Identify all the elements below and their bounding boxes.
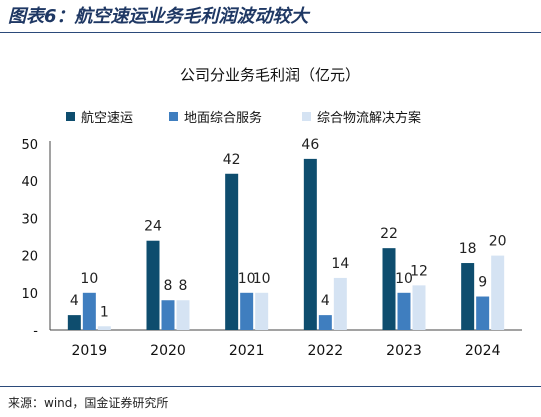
title-divider: [0, 32, 541, 33]
bar: [318, 315, 332, 330]
source-divider: [0, 386, 541, 387]
bar-value-label: 12: [410, 263, 428, 279]
bar-value-label: 22: [380, 226, 398, 242]
y-axis: - 10 20 30 40 50: [21, 138, 51, 339]
bar-value-label: 10: [395, 271, 413, 287]
bar-value-label: 20: [489, 234, 507, 250]
x-tick-label: 2023: [386, 343, 422, 359]
bar: [333, 277, 347, 330]
bar: [476, 296, 490, 330]
legend-swatch: [66, 112, 75, 121]
bar: [146, 240, 160, 330]
bar: [303, 158, 317, 330]
bar-value-label: 10: [238, 271, 256, 287]
bar-value-label: 42: [223, 152, 241, 168]
bar: [67, 315, 81, 330]
figure-title: 图表6：航空速运业务毛利润波动较大: [8, 6, 309, 27]
x-tick-label: 2022: [308, 343, 344, 359]
y-tick-label: 20: [21, 250, 38, 265]
bar: [382, 248, 396, 330]
legend-label: 航空速运: [81, 110, 133, 126]
bar: [461, 263, 475, 330]
x-axis: 2019 2020 2021 2022 2023 2024: [50, 329, 522, 359]
bar-value-label: 24: [144, 219, 162, 235]
bar: [82, 292, 96, 330]
y-tick-label: 40: [21, 175, 38, 190]
bar: [491, 255, 505, 330]
bar: [255, 292, 269, 330]
x-tick-label: 2024: [465, 343, 501, 359]
y-tick-label: -: [33, 324, 38, 339]
legend-swatch: [169, 112, 178, 121]
bar-value-label: 9: [478, 275, 487, 291]
legend-swatch: [302, 112, 311, 121]
bar-value-label: 8: [179, 278, 188, 294]
chart-title: 公司分业务毛利润（亿元）: [180, 66, 360, 84]
bar-value-label: 46: [301, 137, 319, 153]
bar-value-label: 8: [164, 278, 173, 294]
bar: [176, 300, 190, 330]
y-tick-label: 50: [21, 138, 38, 153]
x-tick-label: 2019: [72, 343, 108, 359]
bar-value-label: 4: [70, 293, 79, 309]
legend: 航空速运 地面综合服务 综合物流解决方案: [66, 110, 421, 126]
x-tick-label: 2020: [150, 343, 186, 359]
bar: [412, 285, 426, 330]
bar: [97, 326, 111, 330]
bar: [225, 173, 239, 330]
bar: [161, 300, 175, 330]
bar: [397, 292, 411, 330]
bar-value-label: 10: [80, 271, 98, 287]
y-tick-label: 10: [21, 287, 38, 302]
bar: [240, 292, 254, 330]
legend-label: 地面综合服务: [184, 110, 262, 126]
bar-value-label: 1: [100, 304, 109, 320]
legend-label: 综合物流解决方案: [317, 110, 421, 126]
x-tick-label: 2021: [229, 343, 265, 359]
source-note: 来源：wind，国金证券研究所: [8, 396, 169, 410]
bar-value-label: 18: [459, 241, 477, 257]
bar-value-label: 14: [331, 256, 349, 272]
bars: [67, 158, 505, 330]
y-tick-label: 30: [21, 212, 38, 227]
bar-value-label: 10: [253, 271, 271, 287]
bar-value-label: 4: [321, 293, 330, 309]
